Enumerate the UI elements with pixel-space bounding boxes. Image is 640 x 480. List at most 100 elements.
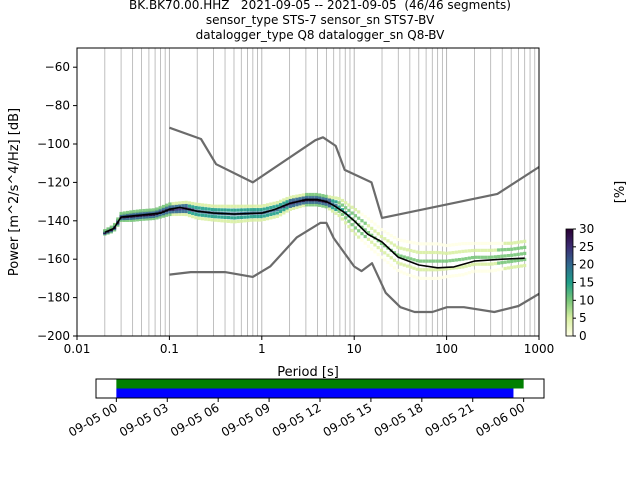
density-cell [357,229,361,233]
density-cell [490,241,494,246]
density-cell [415,241,419,246]
density-cell [340,212,345,216]
density-cell [376,245,380,250]
density-cell [314,195,318,199]
density-cell [139,217,143,222]
density-cell [210,214,214,219]
density-cell [493,241,497,246]
density-cell [318,201,322,205]
density-cell [142,211,146,215]
timeline-tick-label: 09-05 00 [66,400,120,439]
density-cell [444,267,449,271]
density-cell [360,212,364,216]
density-cell [493,268,497,272]
density-cell [171,202,175,206]
density-cell [324,197,328,201]
density-cell [217,204,221,208]
density-cell [451,250,455,255]
density-cell [441,243,445,247]
density-cell [399,270,403,274]
density-cell [366,224,371,228]
density-cell [360,219,364,223]
density-cell [259,214,263,219]
density-cell [324,205,328,209]
x-tick-label: 0.01 [64,342,91,356]
density-cell [145,208,149,212]
density-cell [389,263,393,267]
density-cell [246,204,250,208]
density-cell [148,210,152,214]
timeline-tick-label: 09-05 09 [219,400,273,439]
density-cell [213,208,218,212]
density-cell [314,192,318,197]
density-cell [344,221,348,225]
density-cell [500,241,504,245]
density-cell [399,254,403,258]
density-cell [122,211,126,215]
density-cell [282,208,286,212]
density-cell [314,203,318,207]
density-cell [477,255,481,259]
density-cell [285,206,289,210]
density-cell [389,241,393,245]
density-cell [246,218,250,223]
density-cell [519,246,524,250]
density-cell [334,204,338,208]
density-cell [275,200,279,205]
density-cell [125,216,130,220]
density-cell [275,214,279,218]
density-cell [493,261,497,266]
density-cell [174,212,179,217]
density-cell [181,209,185,214]
density-cell [197,213,201,217]
density-cell [210,204,214,208]
density-cell [305,200,309,204]
density-cell [497,248,501,252]
density-cell [148,208,152,212]
density-cell [480,255,484,259]
density-cell [464,272,468,276]
density-cell [178,212,182,217]
density-cell [194,216,198,220]
density-cell [503,241,507,245]
density-cell [418,242,423,246]
density-cell [370,226,374,230]
timeline-tick-label: 09-06 00 [473,400,527,439]
density-cell [506,241,511,245]
density-cell [301,193,305,197]
density-cell [363,215,367,219]
density-cell [370,233,374,237]
density-cell [425,250,429,255]
density-cell [187,210,192,215]
density-cell [418,250,423,255]
psd-density-layer [103,192,527,280]
density-cell [438,242,442,246]
y-axis: −200 −180 −160 −140 −120 −100 −80 −60 [37,60,77,343]
colorbar-bar [565,228,574,337]
density-cell [383,244,387,248]
density-cell [331,209,335,213]
y-tick-label: −60 [45,60,70,74]
density-cell [396,237,400,242]
density-cell [360,238,364,242]
density-cell [295,194,299,198]
density-cell [311,195,315,199]
density-cell [353,207,358,212]
density-cell [207,207,211,211]
x-axis: 0.01 0.1 1 10 100 1000 [64,336,554,356]
timeline-bar [116,379,524,389]
density-cell [210,218,214,222]
density-cell [402,271,406,275]
density-cell [220,215,224,219]
density-cell [422,268,426,272]
density-cell [513,253,517,257]
density-cell [441,259,445,263]
density-cell [435,250,439,255]
density-cell [256,208,260,212]
density-cell [428,276,432,280]
density-cell [344,216,348,220]
density-cell [295,205,299,210]
density-cell [298,193,302,198]
density-cell [461,257,465,261]
